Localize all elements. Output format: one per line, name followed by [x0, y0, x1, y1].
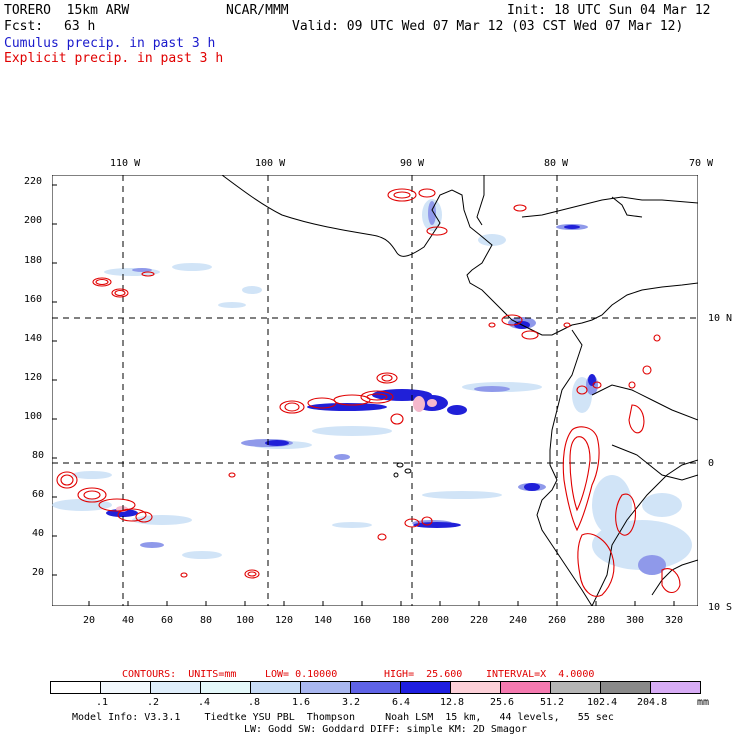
colorbar-cell — [450, 681, 501, 694]
model-info: Model Info: V3.3.1 Tiedtke YSU PBL Thomp… — [72, 712, 614, 723]
colorbar-cell — [350, 681, 401, 694]
colorbar-cell — [100, 681, 151, 694]
model-title: TORERO 15km ARW — [4, 3, 130, 18]
colorbar-cell — [250, 681, 301, 694]
cumulus-legend: Cumulus precip. in past 3 h — [4, 36, 216, 51]
colorbar-cell — [300, 681, 351, 694]
lat-lon-grid — [52, 175, 698, 606]
x-tick: 40 — [122, 615, 135, 626]
colorbar-cell — [550, 681, 601, 694]
y-tick: 60 — [32, 489, 45, 500]
contour-interval: INTERVAL=X 4.0000 — [486, 669, 595, 680]
colorbar-cell — [200, 681, 251, 694]
y-tick: 100 — [24, 411, 43, 422]
lat-label-10s: 10 S — [708, 602, 733, 613]
colorbar-unit: mm — [697, 697, 710, 708]
colorbar-label: 51.2 — [540, 697, 565, 708]
forecast-label: Fcst: — [4, 19, 44, 34]
init-time: Init: 18 UTC Sun 04 Mar 12 — [507, 3, 711, 18]
colorbar-label: 25.6 — [490, 697, 515, 708]
precip-map — [52, 175, 698, 606]
forecast-hour: 63 h — [64, 19, 96, 34]
lat-label-eq: 0 — [708, 458, 715, 469]
colorbar-label: 1.6 — [292, 697, 311, 708]
contour-high: HIGH= 25.600 — [384, 669, 463, 680]
x-tick: 320 — [665, 615, 684, 626]
colorbar-cell — [50, 681, 101, 694]
x-tick: 60 — [161, 615, 174, 626]
colorbar-label: .8 — [248, 697, 261, 708]
frame-ticks — [52, 184, 675, 606]
colorbar-label: .4 — [198, 697, 211, 708]
lon-label-110w: 110 W — [110, 158, 141, 169]
colorbar-label: .2 — [147, 697, 160, 708]
colorbar-cell — [600, 681, 651, 694]
y-tick: 80 — [32, 450, 45, 461]
y-tick: 140 — [24, 333, 43, 344]
model-physics: LW: Godd SW: Goddard DIFF: simple KM: 2D… — [244, 724, 527, 735]
contour-units: CONTOURS: UNITS=mm — [122, 669, 237, 680]
x-tick: 300 — [626, 615, 645, 626]
x-tick: 180 — [392, 615, 411, 626]
colorbar-label: .1 — [96, 697, 109, 708]
colorbar-label: 102.4 — [587, 697, 618, 708]
y-tick: 120 — [24, 372, 43, 383]
colorbar-cell — [650, 681, 701, 694]
x-tick: 200 — [431, 615, 450, 626]
x-tick: 140 — [314, 615, 333, 626]
lat-label-10n: 10 N — [708, 313, 733, 324]
colorbar-label: 6.4 — [392, 697, 411, 708]
cumulus-precip-light — [52, 199, 692, 570]
x-tick: 160 — [353, 615, 372, 626]
contour-low: LOW= 0.10000 — [265, 669, 338, 680]
y-tick: 160 — [24, 294, 43, 305]
x-tick: 220 — [470, 615, 489, 626]
valid-time: Valid: 09 UTC Wed 07 Mar 12 (03 CST Wed … — [292, 19, 684, 34]
x-tick: 280 — [587, 615, 606, 626]
lon-label-70w: 70 W — [689, 158, 714, 169]
colorbar-cell — [500, 681, 551, 694]
colorbar-cell — [150, 681, 201, 694]
explicit-legend: Explicit precip. in past 3 h — [4, 51, 224, 66]
colorbar-label: 12.8 — [440, 697, 465, 708]
galapagos-islands — [393, 462, 412, 478]
colorbar-label: 3.2 — [342, 697, 361, 708]
colorbar — [50, 681, 701, 694]
x-tick: 20 — [83, 615, 96, 626]
y-tick: 220 — [24, 176, 43, 187]
organization: NCAR/MMM — [226, 3, 289, 18]
x-tick: 120 — [275, 615, 294, 626]
y-tick: 40 — [32, 528, 45, 539]
colorbar-cell — [400, 681, 451, 694]
x-tick: 260 — [548, 615, 567, 626]
x-tick: 80 — [200, 615, 213, 626]
lon-label-100w: 100 W — [255, 158, 286, 169]
colorbar-label: 204.8 — [637, 697, 668, 708]
explicit-precip-contours — [56, 188, 681, 597]
y-tick: 180 — [24, 255, 43, 266]
x-tick: 100 — [236, 615, 255, 626]
lon-label-80w: 80 W — [544, 158, 569, 169]
y-tick: 20 — [32, 567, 45, 578]
y-tick: 200 — [24, 215, 43, 226]
x-tick: 240 — [509, 615, 528, 626]
lon-label-90w: 90 W — [400, 158, 425, 169]
